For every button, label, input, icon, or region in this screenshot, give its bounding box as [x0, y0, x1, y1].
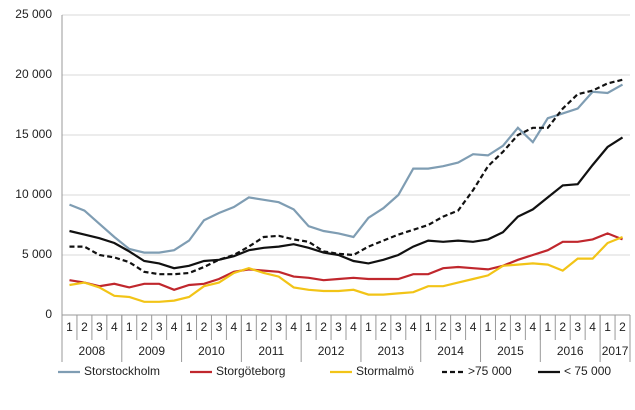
legend-label: Storgöteborg [216, 364, 285, 378]
x-tick-label: 2 [559, 320, 566, 334]
year-label: 2012 [318, 344, 345, 358]
year-label: 2017 [602, 344, 629, 358]
x-tick-label: 2 [201, 320, 208, 334]
legend-label: < 75 000 [564, 364, 611, 378]
legend-label: Stormalmö [356, 364, 414, 378]
series-line [69, 232, 623, 291]
year-label: 2016 [557, 344, 584, 358]
y-tick-label: 15 000 [15, 127, 52, 141]
y-tick-label: 25 000 [15, 7, 52, 21]
x-tick-label: 2 [619, 320, 626, 334]
year-label: 2014 [437, 344, 464, 358]
x-tick-label: 1 [485, 320, 492, 334]
x-tick-label: 3 [335, 320, 342, 334]
x-tick-label: 1 [245, 320, 252, 334]
x-tick-label: 4 [410, 320, 417, 334]
year-label: 2010 [198, 344, 225, 358]
x-tick-label: 3 [455, 320, 462, 334]
series-line [69, 83, 624, 254]
x-tick-label: 3 [216, 320, 223, 334]
year-label: 2015 [497, 344, 524, 358]
x-tick-label: 2 [141, 320, 148, 334]
x-tick-label: 4 [350, 320, 357, 334]
series-line [69, 136, 624, 270]
x-tick-label: 1 [305, 320, 312, 334]
x-tick-label: 4 [290, 320, 297, 334]
x-tick-label: 1 [126, 320, 133, 334]
year-label: 2013 [377, 344, 404, 358]
x-tick-label: 1 [425, 320, 432, 334]
x-tick-label: 3 [574, 320, 581, 334]
x-tick-label: 4 [231, 320, 238, 334]
x-tick-label: 2 [500, 320, 507, 334]
x-tick-label: 1 [186, 320, 193, 334]
x-tick-label: 1 [365, 320, 372, 334]
x-tick-label: 4 [529, 320, 536, 334]
x-tick-label: 3 [156, 320, 163, 334]
year-label: 2011 [258, 344, 284, 358]
x-tick-label: 2 [260, 320, 267, 334]
legend-label: >75 000 [468, 364, 512, 378]
year-label: 2009 [138, 344, 165, 358]
x-tick-label: 1 [66, 320, 73, 334]
x-tick-label: 1 [544, 320, 551, 334]
x-tick-label: 2 [380, 320, 387, 334]
x-tick-label: 2 [440, 320, 447, 334]
y-tick-label: 0 [45, 307, 52, 321]
x-tick-label: 3 [395, 320, 402, 334]
x-tick-label: 3 [515, 320, 522, 334]
x-tick-label: 4 [470, 320, 477, 334]
x-tick-label: 4 [171, 320, 178, 334]
x-tick-label: 4 [111, 320, 118, 334]
x-tick-label: 2 [81, 320, 88, 334]
legend-label: Storstockholm [84, 364, 160, 378]
series-line [69, 78, 623, 276]
x-tick-label: 4 [589, 320, 596, 334]
x-tick-label: 3 [275, 320, 282, 334]
x-tick-label: 1 [604, 320, 611, 334]
x-tick-label: 2 [320, 320, 327, 334]
y-tick-label: 5 000 [22, 247, 52, 261]
y-tick-label: 20 000 [15, 67, 52, 81]
y-tick-label: 10 000 [15, 187, 52, 201]
series-line [69, 235, 623, 303]
year-label: 2008 [79, 344, 106, 358]
x-tick-label: 3 [96, 320, 103, 334]
